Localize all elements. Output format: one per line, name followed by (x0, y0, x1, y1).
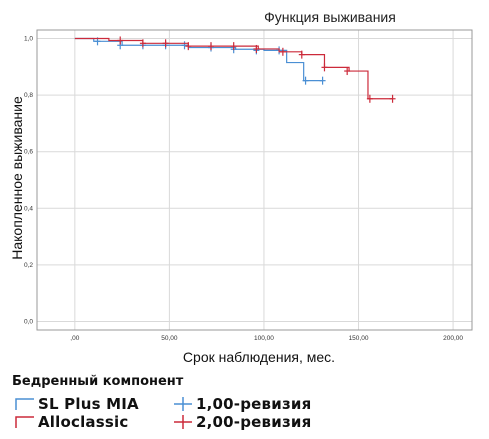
censor-mark (344, 67, 351, 76)
censor-mark (117, 36, 124, 45)
y-tick-label: 0,2 (24, 262, 33, 269)
survival-line-sl-plus-mia (74, 37, 323, 82)
legend-label: Alloclassic (38, 413, 129, 431)
censor-mark (321, 63, 328, 72)
y-tick-label: 0,8 (24, 92, 33, 99)
censor-mark (253, 44, 260, 53)
legend-label: 2,00-ревизия (196, 413, 312, 431)
legend-label: 1,00-ревизия (196, 395, 312, 413)
censor-mark (181, 41, 188, 50)
legend-line-blue-icon (15, 398, 34, 410)
legend-line-red-icon (15, 416, 34, 428)
grid-lines (37, 30, 472, 330)
x-tick-label: 200,00 (443, 335, 463, 342)
x-axis-label: Срок наблюдения, мес. (183, 349, 335, 365)
x-tick-label: ,00 (70, 335, 79, 342)
censor-mark (139, 39, 146, 48)
censor-mark (319, 76, 326, 85)
legend-label: SL Plus MIA (38, 395, 139, 413)
legend-item-1-revision: 1,00-ревизия (172, 395, 311, 413)
x-tick-label: 100,00 (254, 335, 274, 342)
censor-mark (302, 76, 309, 85)
censor-mark (162, 39, 169, 48)
y-tick-label: 1,0 (24, 35, 33, 42)
legend-censor-blue-icon (174, 397, 192, 411)
y-tick-label: 0,6 (24, 149, 33, 156)
censor-mark (366, 94, 373, 103)
y-tick-label: 0,0 (24, 319, 33, 326)
legend-title: Бедренный компонент (12, 374, 184, 389)
censor-mark (185, 42, 192, 51)
legend-item-alloclassic: Alloclassic (14, 413, 128, 431)
chart-title: Функция выживания (264, 9, 396, 25)
series-group (74, 36, 396, 103)
x-tick-label: 50,00 (161, 335, 178, 342)
censor-mark (279, 47, 286, 56)
censor-mark (389, 94, 396, 103)
censor-mark (208, 42, 214, 51)
y-axis-label: Накопленное выживание (9, 96, 25, 260)
censor-mark (298, 50, 305, 59)
censor-mark (230, 42, 237, 51)
y-tick-label: 0,4 (24, 205, 33, 212)
plot-area (36, 29, 473, 331)
legend-censor-red-icon (174, 415, 192, 429)
survival-chart: ,00 50,00 100,00 150,00 200,00 0,0 0,2 0,4 0,6 0,… (9, 29, 473, 365)
axis-ticks: ,00 50,00 100,00 150,00 200,00 0,0 0,2 0,4 0,6 0,… (24, 35, 463, 342)
legend-item-sl-plus-mia: SL Plus MIA (14, 395, 139, 413)
x-tick-label: 150,00 (349, 335, 369, 342)
legend-item-2-revision: 2,00-ревизия (172, 413, 311, 431)
